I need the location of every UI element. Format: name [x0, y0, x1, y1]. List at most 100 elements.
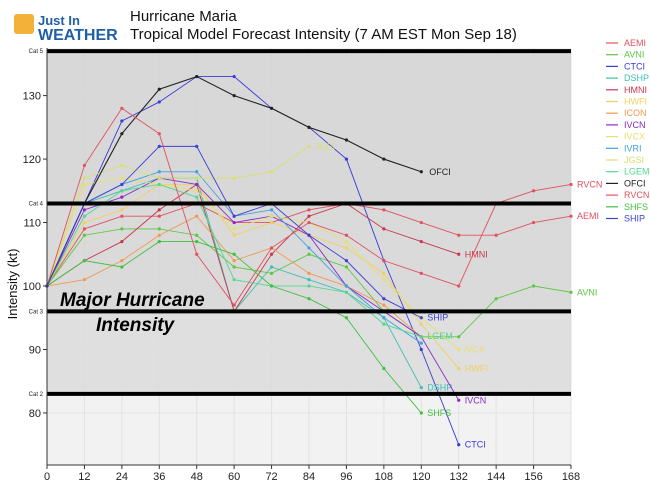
data-point	[307, 271, 311, 275]
series-line	[46, 76, 460, 445]
data-point	[232, 74, 236, 79]
y-axis-label: Intensity (kt)	[5, 249, 20, 320]
data-point	[269, 284, 274, 288]
series-shfs: SHFS	[45, 239, 451, 418]
data-point	[382, 322, 386, 326]
x-tick-label: 144	[487, 471, 505, 483]
series-end-label: DSHP	[427, 383, 452, 393]
data-point	[307, 125, 311, 129]
series-end-label: SHFS	[427, 408, 451, 418]
data-point	[120, 163, 124, 168]
data-point	[382, 316, 386, 320]
data-point	[269, 220, 274, 225]
data-point	[82, 227, 87, 231]
data-point	[120, 259, 124, 263]
legend-entry: SHFS	[606, 202, 648, 212]
data-point	[457, 347, 461, 352]
data-point	[419, 341, 423, 345]
data-point	[457, 335, 461, 339]
data-point	[82, 233, 87, 237]
annotation-line2: Intensity	[96, 315, 176, 336]
data-point	[307, 297, 311, 301]
legend-label: LGEM	[624, 167, 650, 177]
data-point	[232, 233, 236, 237]
brand-line2: WEATHER	[38, 27, 118, 44]
x-tick-label: 12	[78, 471, 90, 483]
series-end-label: IVCN	[465, 395, 487, 405]
data-point	[382, 297, 386, 301]
y-tick-label: 100	[23, 281, 41, 293]
data-point	[494, 297, 498, 301]
y-tick-label: 110	[23, 218, 41, 230]
data-point	[344, 239, 349, 244]
legend-label: IVRI	[624, 143, 642, 153]
legend-entry: AVNI	[606, 50, 644, 60]
data-point	[195, 214, 199, 218]
data-point	[419, 220, 423, 225]
data-point	[269, 106, 274, 110]
data-point	[269, 265, 274, 269]
data-point	[344, 259, 349, 263]
category-bands	[47, 51, 571, 394]
data-point	[269, 271, 274, 275]
data-point	[307, 252, 311, 256]
x-tick-label: 168	[562, 471, 580, 483]
data-point	[157, 214, 161, 218]
legend-label: JGSI	[624, 155, 644, 165]
series-ivcx: IVCX	[45, 176, 485, 354]
data-point	[419, 411, 423, 415]
category-label: Cat 5	[29, 49, 44, 55]
data-point	[82, 208, 87, 212]
data-point	[382, 227, 386, 231]
data-point	[195, 74, 199, 79]
x-tick-label: 0	[44, 471, 50, 483]
category-label: Cat 3	[29, 309, 44, 315]
data-point	[307, 278, 311, 282]
data-point	[157, 100, 161, 104]
data-point	[269, 214, 274, 218]
legend-label: RVCN	[624, 190, 649, 200]
legend-entry: OFCI	[606, 178, 646, 188]
series-end-label: HMNI	[465, 249, 488, 259]
legend-entry: JGSI	[606, 155, 644, 165]
x-tick-label: 72	[265, 471, 277, 483]
data-point	[531, 284, 536, 288]
data-point	[382, 366, 386, 371]
data-point	[531, 189, 536, 193]
data-point	[382, 157, 386, 161]
data-point	[307, 246, 311, 250]
data-point	[120, 176, 124, 180]
data-point	[382, 271, 386, 275]
data-point	[307, 214, 311, 218]
data-point	[344, 157, 349, 161]
data-point	[344, 246, 349, 250]
legend-entry: IVCX	[606, 132, 645, 142]
data-point	[157, 233, 161, 237]
data-point	[82, 176, 87, 180]
series-end-label: RVCN	[577, 179, 602, 189]
data-point	[269, 170, 274, 174]
data-point	[232, 214, 236, 218]
category-lines: Cat 5 Cat 4 Cat 3 Cat 2	[29, 49, 571, 398]
data-point	[195, 233, 199, 237]
data-point	[232, 259, 236, 263]
legend-entry: RVCN	[606, 190, 649, 200]
axes: 0 12 24 36 48 60 72 84 96 108 120 132 144 156 168 80 90 1…	[23, 48, 580, 483]
data-point	[82, 220, 87, 225]
data-point	[419, 385, 423, 390]
data-point	[120, 214, 124, 218]
x-tick-label: 60	[228, 471, 240, 483]
series-line	[46, 177, 460, 401]
data-point	[344, 284, 349, 288]
data-point	[457, 443, 461, 447]
brand-line1: Just In	[38, 13, 80, 28]
data-point	[569, 290, 573, 294]
data-point	[569, 214, 573, 218]
data-point	[344, 316, 349, 320]
data-point	[457, 233, 461, 237]
data-point	[232, 227, 236, 231]
shaded-band	[47, 311, 571, 394]
data-point	[382, 208, 386, 212]
data-point	[157, 176, 161, 180]
series-end-label: CTCI	[465, 440, 486, 450]
